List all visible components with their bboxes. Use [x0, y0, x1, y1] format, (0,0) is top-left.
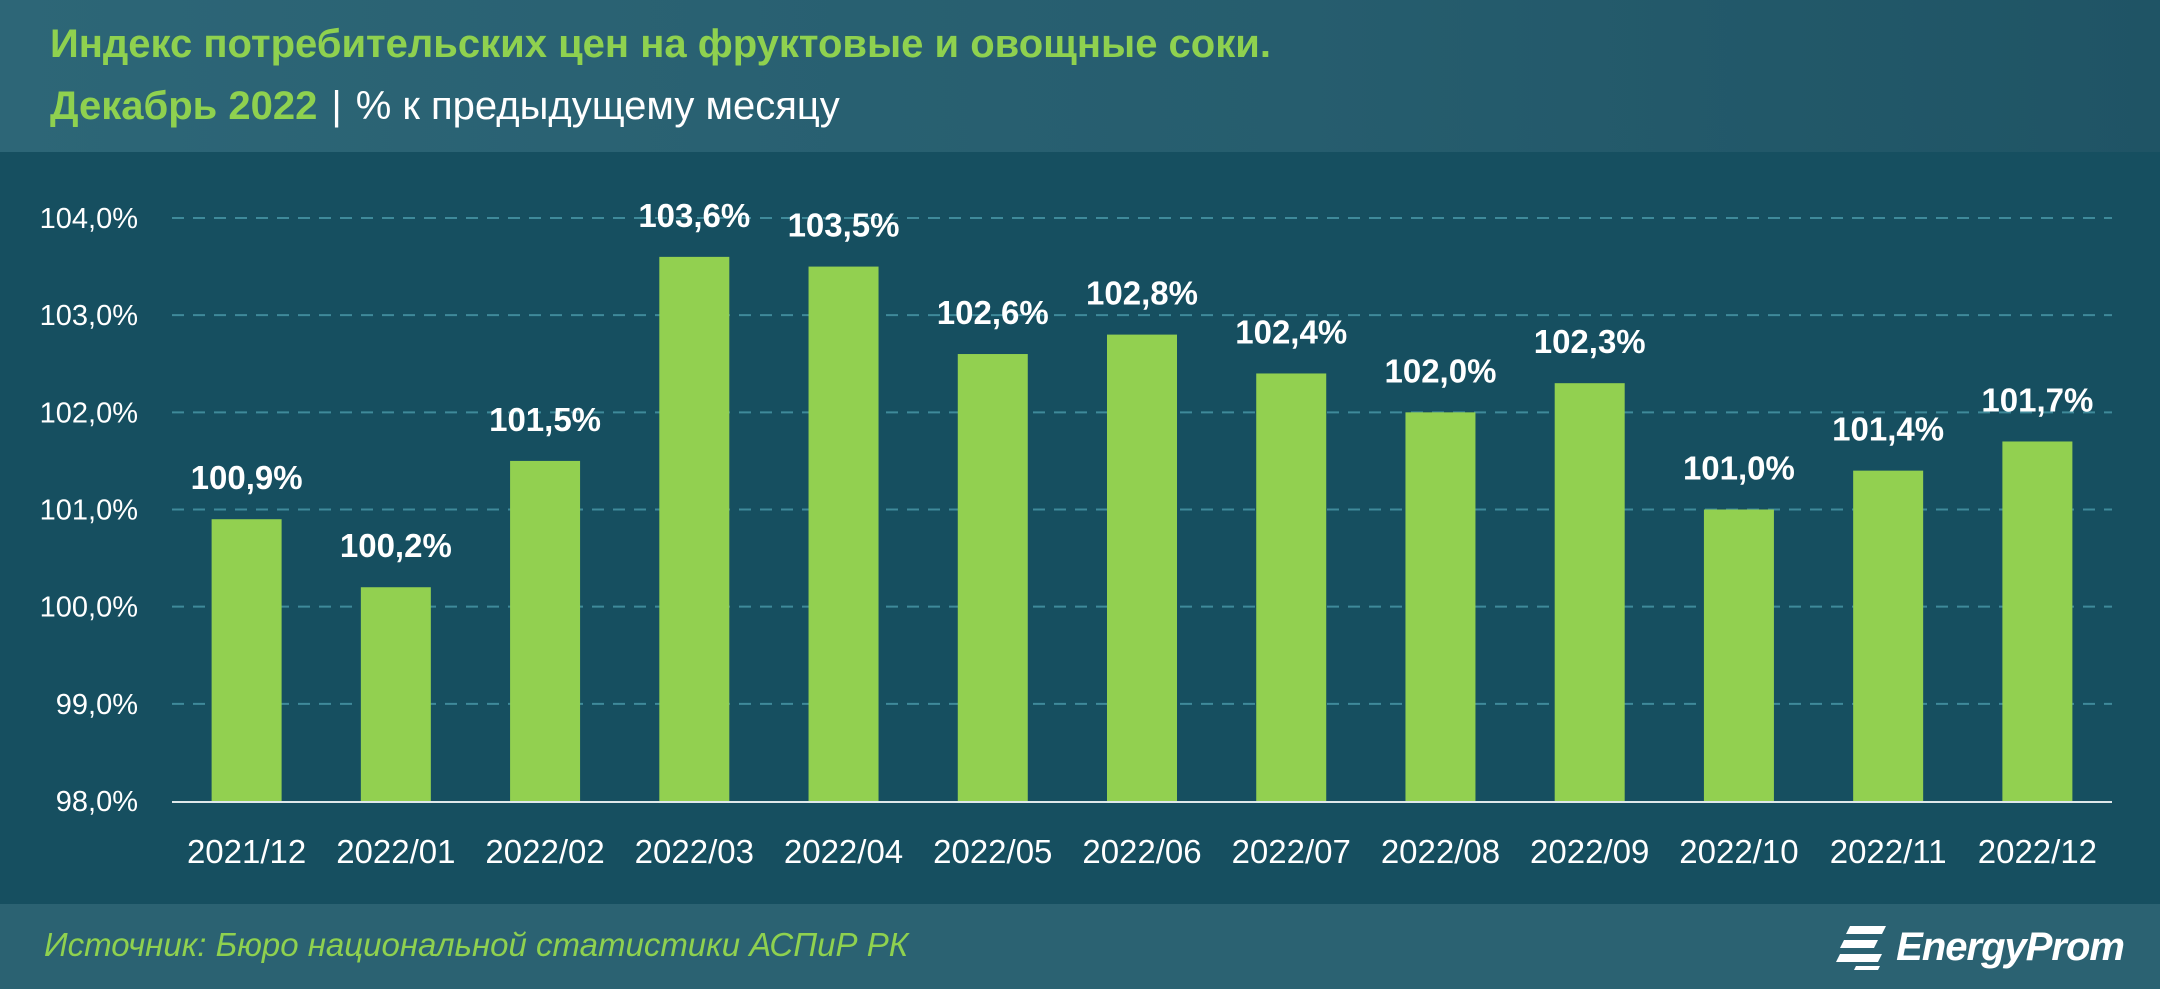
separator: | [331, 84, 342, 128]
x-tick-label: 2022/11 [1830, 833, 1947, 870]
data-label: 102,3% [1534, 323, 1646, 360]
bar [510, 460, 581, 801]
bar [1256, 373, 1327, 801]
header: Индекс потребительских цен на фруктовые … [0, 0, 2160, 152]
data-label: 101,4% [1832, 411, 1944, 448]
chart-subtitle: Декабрь 2022 | % к предыдущему месяцу [50, 84, 840, 129]
x-tick-label: 2022/02 [485, 833, 604, 870]
data-label: 101,5% [489, 401, 601, 438]
energyprom-logo-icon [1836, 926, 1887, 970]
x-tick-label: 2022/06 [1082, 833, 1201, 870]
data-label: 102,6% [937, 294, 1049, 331]
y-axis-ticks: 98,0% 99,0% 100,0% 101,0% 102,0% 103,0% 104,0% [40, 203, 138, 818]
data-label: 103,6% [638, 197, 750, 234]
data-label: 102,8% [1086, 275, 1198, 312]
bar [211, 519, 282, 801]
x-tick-label: 2022/07 [1232, 833, 1351, 870]
x-tick-label: 2022/10 [1679, 833, 1798, 870]
y-tick-label: 102,0% [40, 397, 138, 429]
bar [1703, 509, 1774, 801]
y-tick-label: 100,0% [40, 592, 138, 624]
x-tick-label: 2021/12 [187, 833, 306, 870]
source-note: Источник: Бюро национальной статистики А… [44, 926, 909, 963]
x-tick-label: 2022/09 [1530, 833, 1649, 870]
data-labels: 100,9% 100,2% 101,5% 103,6% 103,5% 102,6% 102,… [191, 197, 2094, 564]
x-tick-label: 2022/12 [1978, 833, 2097, 870]
x-axis-labels: 2021/12 2022/01 2022/02 2022/03 2022/04 2022/… [187, 833, 2097, 870]
bar [1405, 412, 1476, 801]
data-label: 101,0% [1683, 450, 1795, 487]
bar-chart: 98,0% 99,0% 100,0% 101,0% 102,0% 103,0% 104,0%… [40, 197, 2112, 870]
bar [2002, 441, 2073, 801]
bars [211, 256, 2073, 801]
chart-area: 98,0% 99,0% 100,0% 101,0% 102,0% 103,0% 104,0%… [0, 152, 2160, 904]
logo-text: EnergyProm [1896, 924, 2125, 969]
bar [1554, 383, 1625, 801]
data-label: 100,9% [191, 459, 303, 496]
chart-title: Индекс потребительских цен на фруктовые … [50, 22, 1271, 66]
y-tick-label: 103,0% [40, 300, 138, 332]
y-tick-label: 98,0% [56, 786, 138, 818]
bar [808, 266, 879, 801]
x-tick-label: 2022/08 [1381, 833, 1500, 870]
x-tick-label: 2022/04 [784, 833, 903, 870]
bar [957, 354, 1028, 801]
y-tick-label: 101,0% [40, 495, 138, 527]
y-tick-label: 104,0% [40, 203, 138, 235]
unit-label: % к предыдущему месяцу [355, 84, 840, 128]
bar [659, 256, 730, 801]
x-tick-label: 2022/05 [933, 833, 1052, 870]
data-label: 100,2% [340, 527, 452, 564]
data-label: 101,7% [1981, 381, 2093, 418]
y-tick-label: 99,0% [56, 689, 138, 721]
x-tick-label: 2022/01 [336, 833, 455, 870]
data-label: 102,4% [1235, 313, 1347, 350]
energyprom-logo: EnergyProm [1836, 920, 2125, 974]
period-label: Декабрь 2022 [50, 84, 318, 128]
data-label: 102,0% [1384, 352, 1496, 389]
x-tick-label: 2022/03 [635, 833, 754, 870]
bar [1107, 334, 1177, 801]
footer: Источник: Бюро национальной статистики А… [0, 904, 2160, 989]
data-label: 103,5% [788, 207, 900, 244]
bar [360, 587, 431, 801]
bar [1853, 470, 1924, 801]
